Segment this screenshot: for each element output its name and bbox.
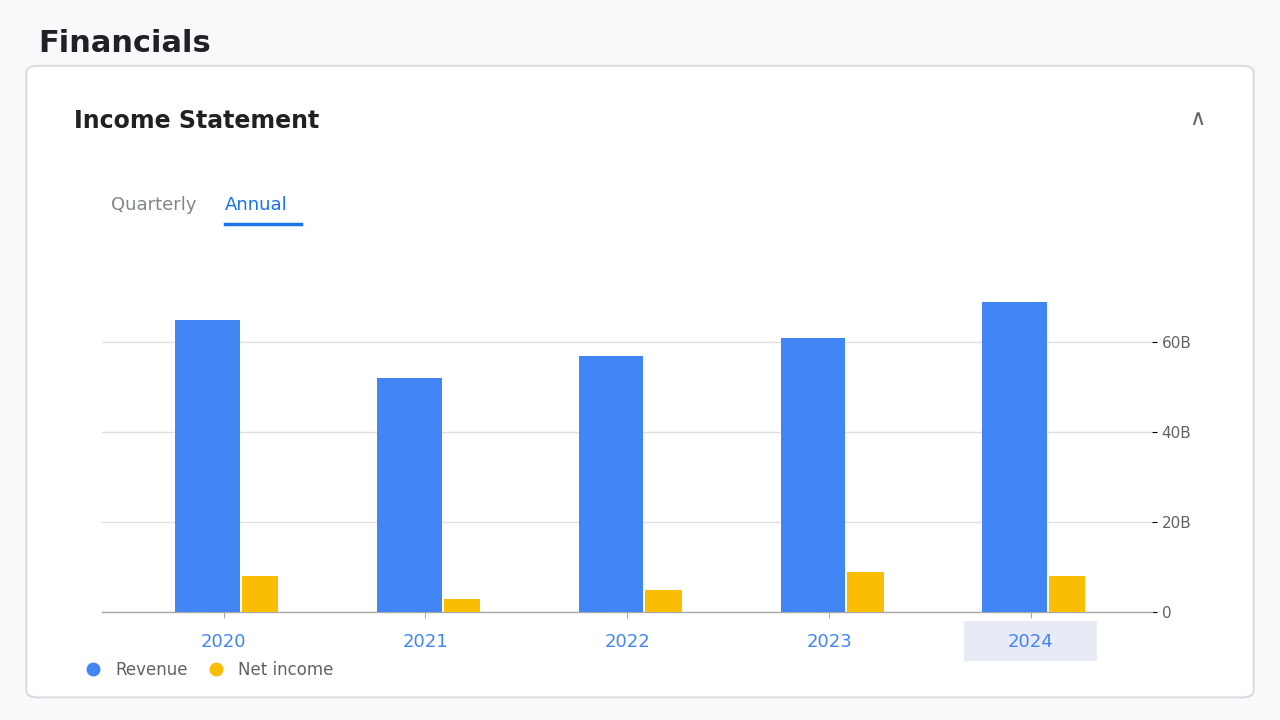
Text: 2024: 2024 [1009,634,1053,651]
Text: ∧: ∧ [1189,109,1206,129]
Bar [645,590,682,612]
Text: 2023: 2023 [806,634,852,651]
Text: Financials: Financials [38,29,211,58]
Bar [781,338,845,612]
Text: 2021: 2021 [402,634,448,651]
Bar [376,378,442,612]
Bar [242,576,278,612]
Bar [175,320,239,612]
Text: 2020: 2020 [201,634,246,651]
FancyBboxPatch shape [951,617,1111,665]
Bar [579,356,644,612]
Bar [1050,576,1085,612]
Bar [983,302,1047,612]
Bar [444,598,480,612]
Legend: Revenue, Net income: Revenue, Net income [86,661,333,678]
Text: Income Statement: Income Statement [74,109,320,133]
Text: Quarterly: Quarterly [110,196,196,214]
Bar [847,572,883,612]
Text: 2022: 2022 [604,634,650,651]
FancyBboxPatch shape [27,66,1253,698]
Text: Annual: Annual [225,196,288,214]
